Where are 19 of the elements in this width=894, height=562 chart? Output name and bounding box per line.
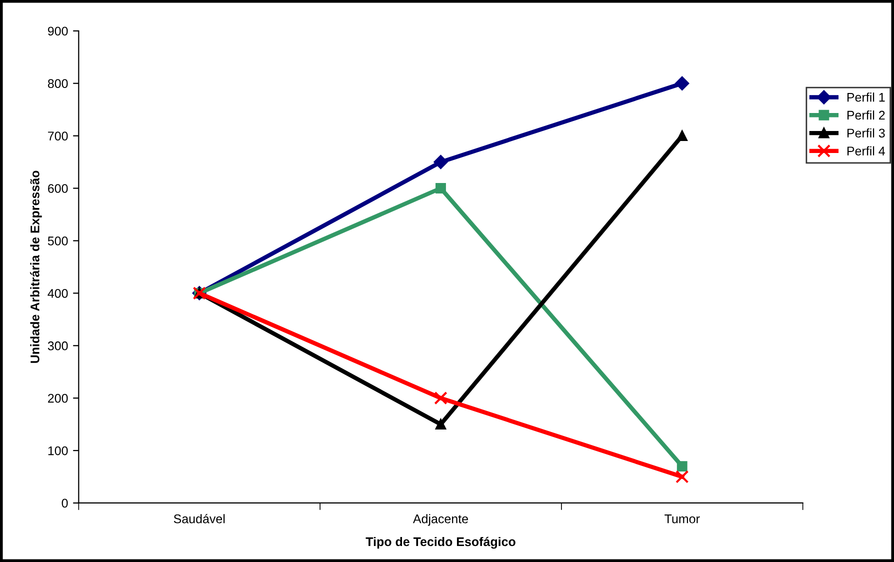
y-tick-label: 0 <box>62 498 68 508</box>
x-tick-label: Tumor <box>664 514 700 524</box>
y-tick-label: 900 <box>48 26 68 36</box>
x-axis-title: Tipo de Tecido Esofágico <box>366 536 516 549</box>
y-axis-title: Unidade Arbitrária de Expressão <box>30 170 42 363</box>
y-tick-label: 200 <box>48 394 68 403</box>
y-tick-label: 700 <box>48 132 68 140</box>
x-tick-label: Adjacente <box>412 514 468 526</box>
y-tick-label: 400 <box>48 288 68 298</box>
y-tick-label: 600 <box>48 184 68 193</box>
x-tick-label: Saudável <box>174 514 225 524</box>
legend-label: Perfil 2 <box>847 110 885 120</box>
legend-label: Perfil 3 <box>847 128 885 138</box>
legend-label: Perfil 4 <box>847 146 885 156</box>
y-tick-label: 100 <box>48 446 68 456</box>
y-tick-label: 800 <box>48 79 68 88</box>
legend-label: Perfil 1 <box>847 92 885 102</box>
y-tick-label: 300 <box>48 341 68 350</box>
y-tick-label: 500 <box>48 236 68 246</box>
